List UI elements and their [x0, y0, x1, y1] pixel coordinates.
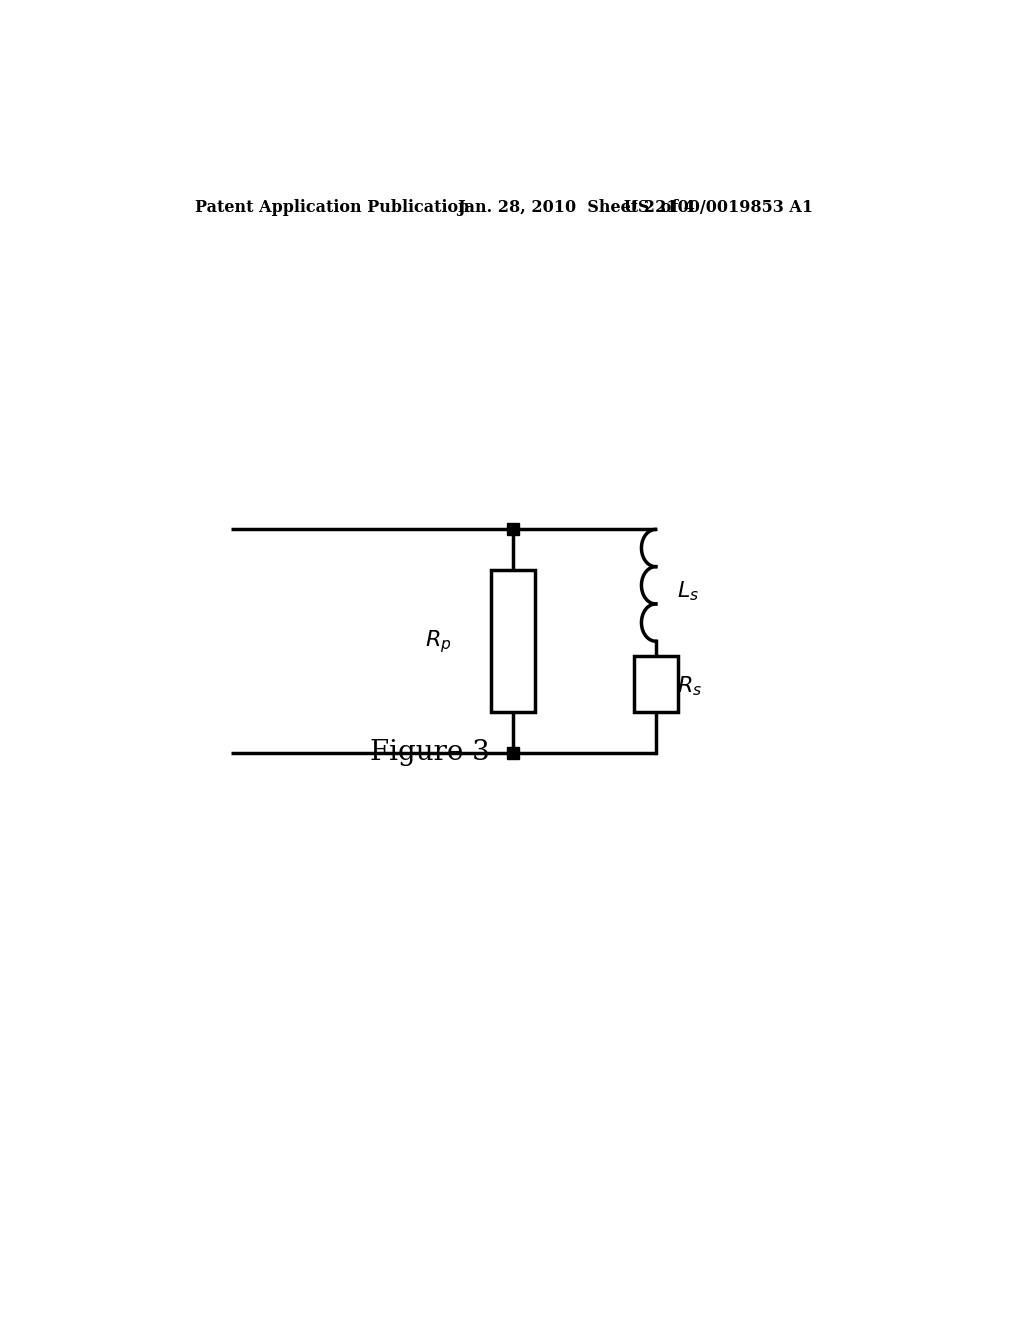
Text: US 2100/0019853 A1: US 2100/0019853 A1 [624, 199, 813, 215]
Text: $R_p$: $R_p$ [425, 628, 452, 655]
Text: Jan. 28, 2010  Sheet 2 of 4: Jan. 28, 2010 Sheet 2 of 4 [458, 199, 695, 215]
Bar [490, 570, 536, 713]
Text: $L_s$: $L_s$ [677, 579, 699, 603]
Text: Patent Application Publication: Patent Application Publication [196, 199, 470, 215]
Bar [634, 656, 678, 713]
Text: Figure 3: Figure 3 [370, 739, 489, 767]
Text: $R_s$: $R_s$ [677, 675, 702, 698]
